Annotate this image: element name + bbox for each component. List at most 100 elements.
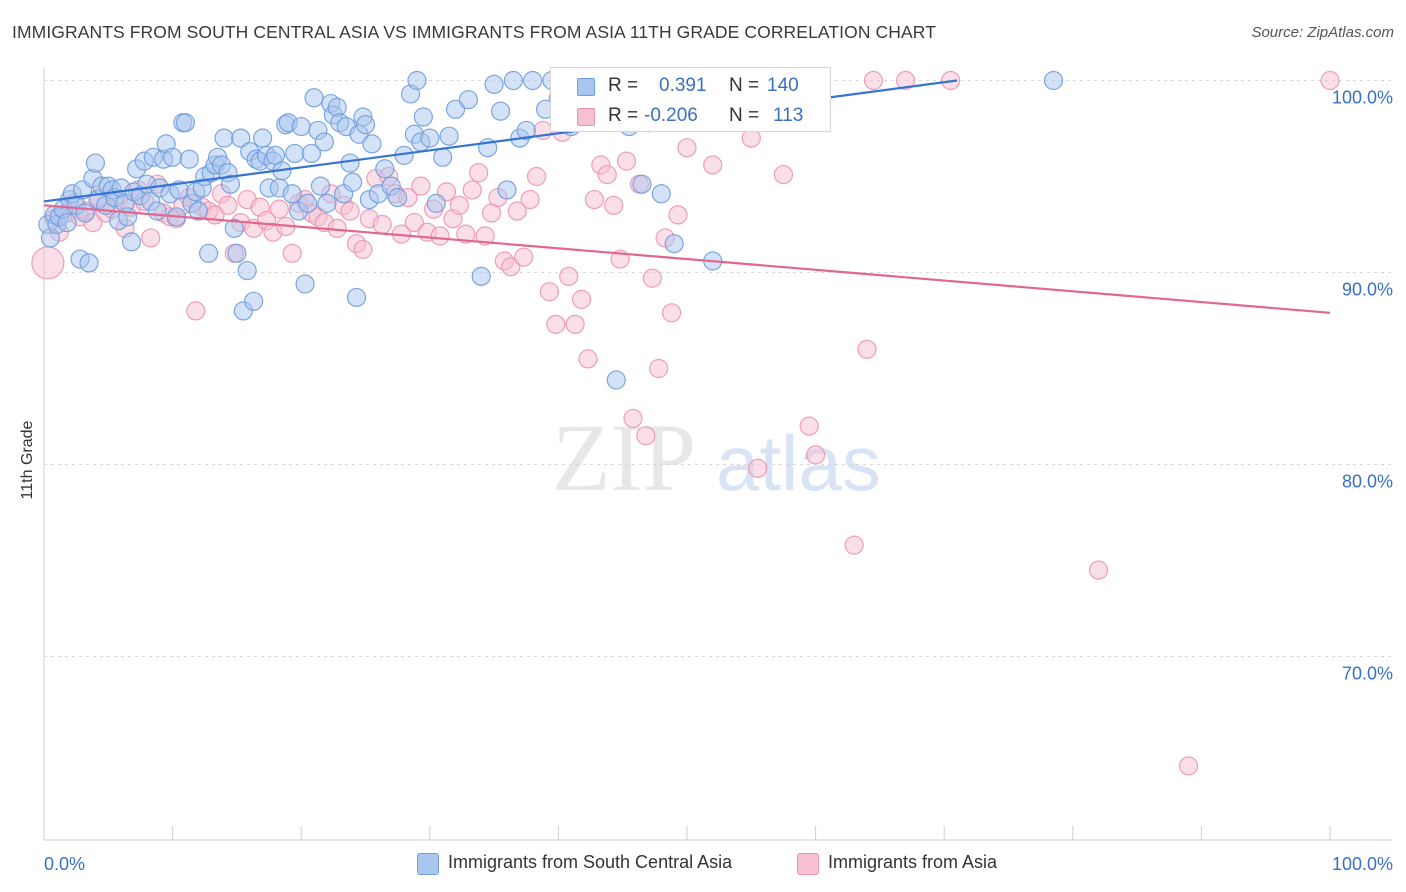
legend-label: Immigrants from South Central Asia: [448, 852, 733, 872]
point-south-central-asia: [375, 159, 395, 179]
axes: [43, 68, 1392, 841]
r-value: -0.206: [644, 105, 698, 126]
point-south-central-asia: [188, 201, 208, 221]
point-asia: [748, 458, 768, 478]
point-asia: [411, 176, 431, 196]
stats-swatch-blue: [577, 78, 595, 96]
watermark-zip: ZIP: [552, 404, 696, 511]
point-south-central-asia: [175, 113, 196, 133]
point-south-central-asia: [310, 176, 331, 196]
point-south-central-asia: [121, 232, 142, 252]
point-asia: [282, 243, 302, 263]
point-asia: [507, 201, 527, 221]
point-south-central-asia: [214, 128, 234, 148]
point-asia: [703, 155, 723, 175]
point-south-central-asia: [227, 243, 247, 263]
point-asia: [340, 201, 360, 221]
watermark: ZIP atlas: [552, 404, 881, 511]
point-south-central-asia: [606, 370, 626, 390]
point-asia: [578, 349, 598, 369]
point-south-central-asia: [516, 120, 536, 141]
point-south-central-asia: [439, 126, 459, 146]
point-south-central-asia: [199, 243, 219, 263]
series-south-central-asia-points: [38, 70, 1064, 390]
point-asia: [559, 266, 579, 286]
point-asia: [805, 445, 826, 465]
point-asia: [520, 189, 540, 210]
point-asia: [1320, 70, 1340, 91]
point-asia: [469, 163, 489, 183]
y-tick-label: 70.0%: [1342, 664, 1393, 684]
point-south-central-asia: [163, 147, 183, 167]
point-asia: [565, 314, 585, 334]
point-south-central-asia: [503, 70, 523, 91]
point-south-central-asia: [231, 128, 251, 148]
n-value: 113: [773, 105, 804, 126]
point-south-central-asia: [484, 74, 504, 94]
point-south-central-asia: [282, 184, 302, 204]
point-asia: [571, 289, 592, 309]
point-asia: [141, 228, 161, 248]
point-south-central-asia: [298, 193, 318, 213]
point-asia: [896, 70, 916, 91]
r-label: R =: [608, 75, 639, 96]
point-asia: [218, 195, 238, 215]
point-south-central-asia: [79, 253, 99, 273]
y-tick-label: 80.0%: [1342, 472, 1393, 492]
legend-label: Immigrants from Asia: [828, 852, 998, 872]
point-south-central-asia: [497, 180, 517, 200]
point-asia: [661, 303, 682, 323]
source-label: Source: ZipAtlas.com: [1251, 24, 1394, 41]
point-south-central-asia: [314, 132, 334, 152]
stats-row-asia: R = -0.206 N = 113: [551, 101, 830, 131]
n-label: N =: [729, 105, 760, 126]
point-asia: [584, 189, 605, 210]
point-south-central-asia: [433, 147, 453, 167]
point-asia: [844, 535, 864, 555]
point-asia: [623, 408, 643, 429]
point-south-central-asia: [420, 128, 440, 148]
point-asia: [31, 246, 65, 280]
point-asia: [430, 226, 450, 246]
point-south-central-asia: [57, 212, 77, 233]
point-south-central-asia: [343, 172, 363, 192]
stats-box: R = 0.391 N = 140 R = -0.206 N = 113: [550, 67, 831, 132]
point-south-central-asia: [1043, 70, 1064, 91]
point-asia: [636, 426, 656, 446]
point-south-central-asia: [317, 193, 337, 213]
point-south-central-asia: [490, 101, 511, 121]
point-asia: [649, 358, 669, 379]
point-asia: [372, 214, 392, 235]
r-value: 0.391: [659, 75, 707, 96]
point-asia: [857, 339, 877, 359]
point-south-central-asia: [346, 287, 367, 308]
point-south-central-asia: [445, 99, 466, 119]
point-south-central-asia: [458, 90, 478, 110]
point-asia: [799, 416, 819, 436]
x-tick-label: 100.0%: [1332, 854, 1393, 874]
point-south-central-asia: [179, 149, 199, 169]
point-south-central-asia: [147, 201, 167, 221]
point-south-central-asia: [340, 153, 360, 173]
point-south-central-asia: [295, 274, 315, 294]
point-asia: [449, 195, 469, 215]
point-asia: [269, 199, 289, 219]
point-south-central-asia: [664, 234, 684, 254]
x-tick-label: 0.0%: [44, 854, 85, 874]
point-asia: [597, 164, 617, 185]
point-south-central-asia: [523, 70, 543, 91]
point-asia: [456, 224, 476, 244]
point-south-central-asia: [471, 266, 491, 286]
point-asia: [404, 212, 424, 233]
point-asia: [475, 226, 495, 246]
y-axis-label: 11th Grade: [19, 420, 36, 500]
point-south-central-asia: [362, 134, 382, 154]
point-south-central-asia: [85, 153, 106, 173]
point-asia: [1178, 756, 1199, 776]
chart-title: IMMIGRANTS FROM SOUTH CENTRAL ASIA VS IM…: [12, 22, 936, 42]
point-asia: [1088, 560, 1109, 580]
stats-row-south-central-asia: R = 0.391 N = 140: [551, 71, 830, 101]
point-asia: [526, 166, 547, 187]
y-tick-label: 90.0%: [1342, 280, 1393, 300]
